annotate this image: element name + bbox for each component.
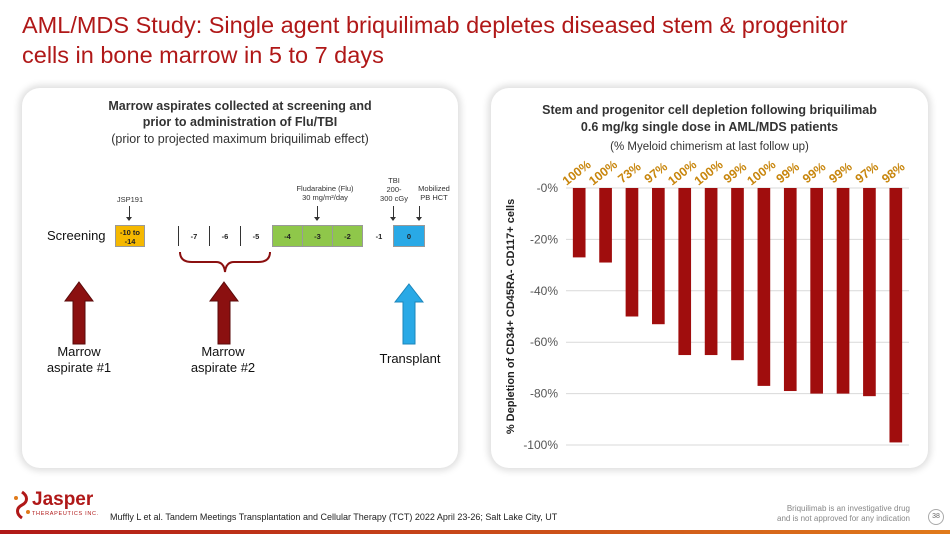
bar [836,188,850,394]
bar [863,188,876,397]
investigational-disclaimer: Briquilimab is an investigative drug and… [777,504,910,524]
y-tick-label: -20% [530,232,558,246]
bar [783,188,797,392]
fludarabine-label-line1: Fludarabine (Flu) [296,184,354,193]
timeline-divider [178,226,179,246]
y-tick-label: -100% [523,438,558,452]
jasper-logo-mark [14,490,30,520]
chart-title-line2: 0.6 mg/kg single dose in AML/MDS patient… [580,120,839,134]
bottom-accent-bar [0,530,950,534]
tbi-pointer [393,206,394,220]
day-screening-cell: -10 to -14 [115,225,145,247]
tbi-label-line1: TBI [388,176,400,185]
transplant-arrow [394,283,424,345]
bar-data-label: 99% [774,160,802,186]
day-minus2: -2 [332,225,363,247]
day-minus5: -5 [252,232,260,241]
y-tick-label: -60% [530,335,558,349]
disclaimer-line2: and is not approved for any indication [777,514,910,523]
marrow-aspirate-2-line2: aspirate #2 [190,360,256,375]
bar-data-label: 97% [642,160,670,186]
reference-citation: Muffly L et al. Tandem Meetings Transpla… [110,512,558,522]
bar [889,188,903,443]
marrow-aspirate-1-arrow [64,281,94,345]
fludarabine-label: Fludarabine (Flu) 30 mg/m²/day [280,184,370,202]
bar [731,188,744,361]
bar-data-label: 100% [665,157,699,188]
mobilized-pbhct-label-line1: Mobilized [418,184,450,193]
timeline-subheading: (prior to projected maximum briquilimab … [111,132,369,146]
fludarabine-pointer [317,206,318,220]
screening-label: Screening [47,228,106,243]
marrow-aspirate-1-label: Marrow aspirate #1 [34,344,124,376]
bar-data-label: 73% [615,160,643,186]
jasper-logo-text: Jasper [32,489,94,510]
jasper-logo-subtext: THERAPEUTICS INC. [32,511,99,517]
chart-subtitle: (% Myeloid chimerism at last follow up) [610,141,809,153]
chart-title-line1: Stem and progenitor cell depletion follo… [542,103,877,117]
jsp191-label: JSP191 [116,195,144,204]
bar [810,188,823,394]
bar [625,188,639,317]
day-minus6: -6 [221,232,229,241]
bar-data-label: 100% [560,157,594,188]
day-screening-line2: -14 [124,237,136,246]
bar-data-label: 100% [586,157,620,188]
day-screening-line1: -10 to [119,228,140,237]
y-axis-label: % Depletion of CD34+ CD45RA- CD117+ cell… [505,199,517,434]
y-tick-label: -80% [530,387,558,401]
timeline-divider [240,226,241,246]
timeline-heading-line1: Marrow aspirates collected at screening … [108,99,372,113]
fludarabine-label-line2: 30 mg/m²/day [302,193,348,202]
bar-data-label: 97% [853,160,881,186]
tbi-label-line2: 200- [386,185,402,194]
day-minus7: -7 [190,232,198,241]
timeline-divider [209,226,210,246]
page-number: 38 [928,509,944,525]
bar [572,188,586,258]
curly-brace [179,251,271,273]
bar-data-label: 99% [826,160,854,186]
bar-data-label: 98% [879,160,907,186]
bar-data-label: 99% [721,160,749,186]
pbhct-pointer-head [416,217,422,221]
bar-data-label: 100% [692,157,726,188]
tbi-label: TBI 200- 300 cGy [374,176,414,203]
bar [652,188,665,325]
slide-title-line2: cells in bone marrow in 5 to 7 days [22,42,384,68]
tbi-label-line3: 300 cGy [380,194,408,203]
slide-title: AML/MDS Study: Single agent briquilimab … [22,10,922,70]
marrow-aspirate-2-arrow [209,281,239,345]
day-zero: 0 [393,225,425,247]
bar [678,188,692,356]
marrow-aspirate-1-line2: aspirate #1 [46,360,112,375]
day-minus4: -4 [272,225,303,247]
tbi-pointer-head [390,217,396,221]
disclaimer-line1: Briquilimab is an investigative drug [786,504,910,513]
transplant-label: Transplant [379,351,441,366]
chart-panel: Stem and progenitor cell depletion follo… [491,88,928,468]
bar-chart: -0% -20% -40% -60% -80% -100% % Depletion of C… [505,157,909,452]
jsp191-pointer-head [126,217,132,221]
marrow-aspirate-1-line1: Marrow [57,344,101,359]
bar-data-label: 99% [800,160,828,186]
day-minus1: -1 [375,232,383,241]
y-tick-label: -40% [530,284,558,298]
slide-title-line1: AML/MDS Study: Single agent briquilimab … [22,12,848,38]
bar [599,188,612,263]
bar [757,188,771,386]
day-minus3: -3 [302,225,333,247]
marrow-aspirate-2-label: Marrow aspirate #2 [178,344,268,376]
timeline-panel: Marrow aspirates collected at screening … [22,88,458,468]
marrow-aspirate-2-line1: Marrow [201,344,245,359]
fludarabine-pointer-head [314,217,320,221]
bar [704,188,718,356]
bar-data-label: 100% [745,157,779,188]
mobilized-pbhct-label-line2: PB HCT [420,193,448,202]
jsp191-pointer [129,206,130,220]
timeline-heading-line2: prior to administration of Flu/TBI [142,115,338,129]
mobilized-pbhct-label: Mobilized PB HCT [412,184,456,202]
y-tick-label: -0% [537,181,559,195]
pbhct-pointer [419,206,420,220]
